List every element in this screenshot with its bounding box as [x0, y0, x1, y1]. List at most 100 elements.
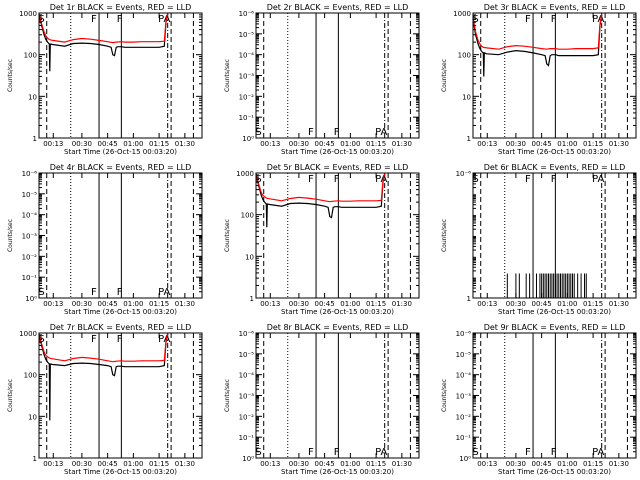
- x-tick-label: 01:30: [609, 460, 629, 468]
- x-tick-label: 00:45: [315, 140, 335, 148]
- x-tick-label: 00:30: [506, 460, 526, 468]
- event-marker-f: F: [91, 287, 97, 298]
- x-tick-label: 00:30: [506, 140, 526, 148]
- event-marker-f: F: [308, 174, 314, 185]
- x-tick-label: 01:15: [583, 460, 603, 468]
- y-tick-label: 1: [33, 455, 37, 463]
- series-events: [255, 173, 386, 228]
- plot-frame: [38, 172, 203, 299]
- x-tick-label: 00:45: [315, 460, 335, 468]
- event-marker-f: F: [334, 127, 340, 138]
- x-tick-label: 01:00: [123, 300, 143, 308]
- event-marker-f: F: [91, 334, 97, 345]
- x-tick-label: 00:30: [72, 140, 92, 148]
- series-lld: [38, 332, 169, 363]
- plot-frame: [472, 172, 637, 299]
- y-tick-label: 10⁻¹: [456, 434, 472, 442]
- series-events: [38, 13, 169, 72]
- x-tick-label: 00:13: [260, 300, 280, 308]
- x-tick-label: 01:30: [175, 300, 195, 308]
- x-tick-label: 01:15: [583, 300, 603, 308]
- x-axis-label: Start Time (26-Oct-15 00:03:20): [64, 148, 177, 156]
- y-tick-label: 10: [462, 93, 471, 101]
- x-tick-label: 00:45: [98, 140, 118, 148]
- y-tick-label: 100: [24, 52, 37, 60]
- y-tick-label: 10⁰: [242, 135, 254, 143]
- y-tick-label: 10: [28, 413, 37, 421]
- y-axis-label: Counts/sec: [7, 379, 14, 412]
- event-marker-f: F: [117, 287, 123, 298]
- y-tick-label: 10⁻⁵: [239, 351, 255, 359]
- y-tick-label: 10: [245, 253, 254, 261]
- x-tick-label: 00:13: [43, 460, 63, 468]
- x-tick-label: 00:30: [72, 460, 92, 468]
- x-tick-label: 00:13: [477, 460, 497, 468]
- y-tick-label: 10⁻²: [239, 413, 255, 421]
- x-axis-label: Start Time (26-Oct-15 00:03:20): [281, 468, 394, 476]
- y-tick-label: 1: [33, 135, 37, 143]
- y-tick-label: 10⁻¹: [239, 114, 255, 122]
- y-tick-label: 10⁻³: [456, 393, 472, 401]
- event-marker-s: S: [255, 127, 261, 138]
- event-marker-s: S: [38, 287, 44, 298]
- panel-title: Det 1r BLACK = Events, RED = LLD: [50, 3, 192, 12]
- x-tick-label: 01:15: [149, 140, 169, 148]
- series-lld: [255, 172, 386, 203]
- y-tick-label: 10⁻⁵: [456, 351, 472, 359]
- plot-frame: [255, 12, 420, 139]
- y-tick-label: 10⁻³: [22, 233, 38, 241]
- y-tick-label: 100: [241, 212, 254, 220]
- y-tick-label: 1000: [236, 170, 254, 178]
- x-tick-label: 01:00: [123, 140, 143, 148]
- x-tick-label: 01:15: [366, 140, 386, 148]
- y-tick-label: 100: [24, 372, 37, 380]
- series-events: [472, 14, 603, 77]
- x-tick-label: 00:30: [289, 460, 309, 468]
- x-tick-label: 01:30: [609, 140, 629, 148]
- y-tick-label: 10⁻¹: [22, 274, 38, 282]
- panel-det-5: Det 5r BLACK = Events, RED = LLD Counts/s…: [224, 163, 420, 316]
- x-tick-label: 01:15: [149, 460, 169, 468]
- x-tick-label: 01:00: [340, 140, 360, 148]
- y-axis-label: Counts/sec: [7, 219, 14, 252]
- panel-title: Det 7r BLACK = Events, RED = LLD: [50, 323, 192, 332]
- x-tick-label: 01:00: [340, 460, 360, 468]
- event-marker-f: F: [551, 174, 557, 185]
- panel-det-6: Det 6r BLACK = Events, RED = LLD Counts/s…: [441, 163, 637, 316]
- y-axis-label: Counts/sec: [441, 219, 448, 252]
- x-tick-label: 00:45: [98, 300, 118, 308]
- x-axis-label: Start Time (26-Oct-15 00:03:20): [498, 148, 611, 156]
- x-tick-label: 00:30: [289, 140, 309, 148]
- event-marker-f: F: [525, 174, 531, 185]
- y-tick-label: 10⁻⁶: [239, 330, 255, 338]
- x-tick-label: 01:30: [392, 140, 412, 148]
- y-tick-label: 10⁻²: [22, 253, 38, 261]
- y-tick-label: 100: [458, 52, 471, 60]
- event-marker-f: F: [525, 447, 531, 458]
- y-axis-label: Counts/sec: [441, 59, 448, 92]
- x-tick-label: 01:15: [366, 460, 386, 468]
- event-marker-f: F: [525, 14, 531, 25]
- y-tick-label: 10⁻⁶: [456, 170, 472, 178]
- plot-frame: [38, 332, 203, 459]
- series-lld: [472, 13, 603, 50]
- event-marker-f: F: [308, 127, 314, 138]
- y-axis-label: Counts/sec: [224, 379, 231, 412]
- x-tick-label: 01:30: [175, 460, 195, 468]
- x-tick-label: 01:30: [175, 140, 195, 148]
- plot-frame: [38, 12, 203, 139]
- x-tick-label: 01:00: [340, 300, 360, 308]
- y-tick-label: 10⁻²: [239, 93, 255, 101]
- x-tick-label: 01:00: [123, 460, 143, 468]
- y-tick-label: 10⁻⁴: [456, 372, 472, 380]
- y-tick-label: 10⁻⁴: [239, 52, 255, 60]
- y-tick-label: 10⁻⁶: [456, 330, 472, 338]
- y-tick-label: 10⁰: [459, 455, 471, 463]
- x-tick-label: 00:30: [72, 300, 92, 308]
- plot-frame: [472, 332, 637, 459]
- x-tick-label: 01:00: [557, 140, 577, 148]
- x-axis-label: Start Time (26-Oct-15 00:03:20): [64, 308, 177, 316]
- panel-det-1: Det 1r BLACK = Events, RED = LLD Counts/s…: [7, 3, 203, 156]
- x-tick-label: 00:45: [315, 300, 335, 308]
